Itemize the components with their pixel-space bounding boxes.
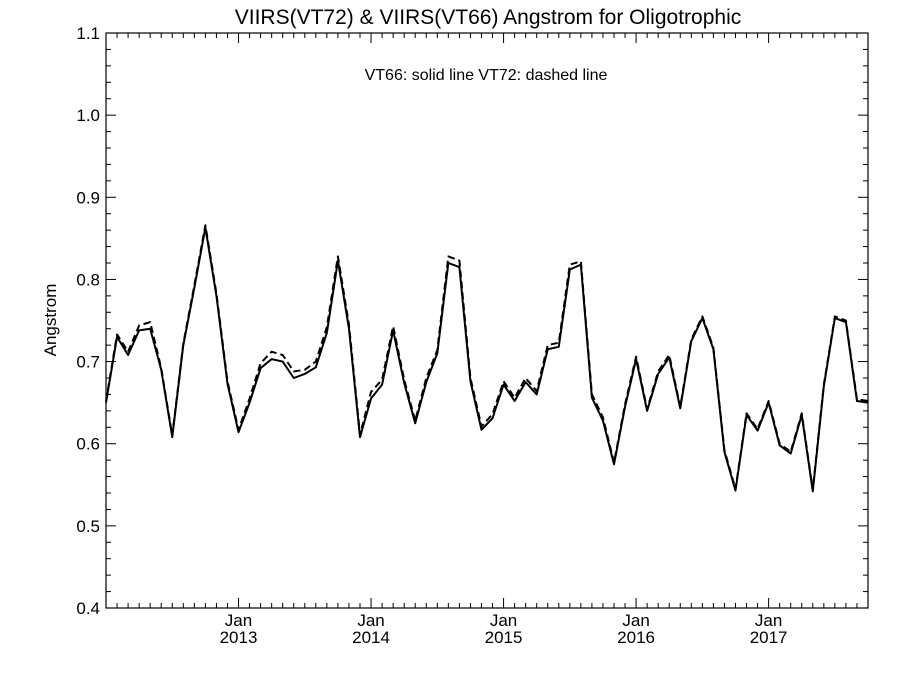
chart-title: VIIRS(VT72) & VIIRS(VT66) Angstrom for O… — [235, 6, 742, 29]
series-line-vt72 — [105, 224, 869, 491]
plot-frame — [105, 32, 869, 609]
y-tick-label: 0.5 — [76, 517, 100, 536]
y-tick-label: 1.1 — [76, 24, 100, 43]
y-tick-label: 0.4 — [76, 599, 100, 618]
y-tick-label: 0.9 — [76, 188, 100, 207]
x-tick-label-month: Jan — [622, 611, 649, 630]
y-tick-label: 0.8 — [76, 270, 100, 289]
x-tick-label-month: Jan — [490, 611, 517, 630]
x-tick-label-year: 2017 — [750, 628, 788, 647]
x-tick-label-month: Jan — [225, 611, 252, 630]
x-tick-label-month: Jan — [755, 611, 782, 630]
y-axis-label: Angstrom — [41, 284, 60, 357]
x-tick-label-year: 2014 — [352, 628, 390, 647]
series-line-vt66 — [105, 226, 869, 493]
y-tick-label: 0.7 — [76, 353, 100, 372]
x-tick-label-year: 2015 — [485, 628, 523, 647]
y-axis: 0.4 0.5 0.6 0.7 0.8 0.9 1.0 1.1 — [76, 24, 868, 618]
y-tick-label: 1.0 — [76, 106, 100, 125]
y-tick-label: 0.6 — [76, 435, 100, 454]
x-tick-label-year: 2013 — [220, 628, 258, 647]
line-style-legend: VT66: solid line VT72: dashed line — [365, 67, 608, 84]
x-tick-label-year: 2016 — [617, 628, 655, 647]
series-layer — [105, 224, 869, 493]
x-tick-label-month: Jan — [357, 611, 384, 630]
